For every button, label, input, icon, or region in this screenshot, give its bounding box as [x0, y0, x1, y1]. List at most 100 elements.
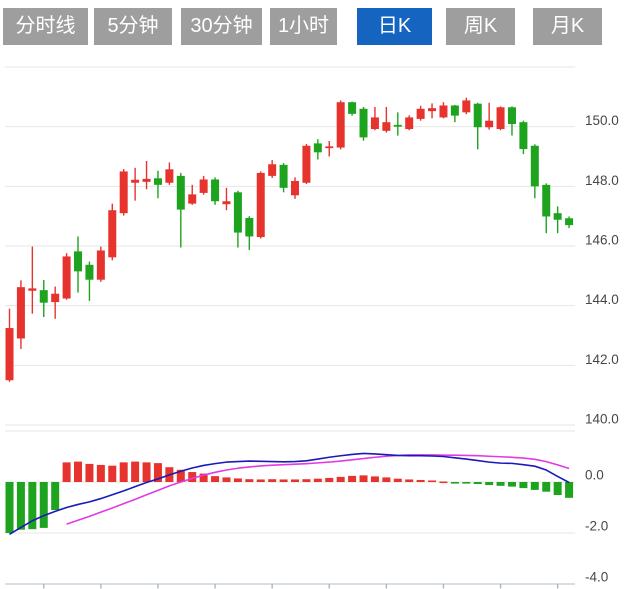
candle[interactable] — [405, 115, 414, 131]
candle[interactable] — [496, 106, 505, 131]
candle-body — [530, 145, 539, 187]
candle[interactable] — [222, 187, 231, 211]
macd-bar — [62, 462, 71, 482]
tab-5min[interactable]: 5分钟 — [94, 8, 172, 45]
candle[interactable] — [165, 162, 174, 185]
candle-body — [268, 164, 277, 176]
candle[interactable] — [16, 280, 25, 349]
macd-bar — [530, 482, 539, 490]
candle[interactable] — [507, 106, 516, 136]
candle[interactable] — [279, 163, 288, 193]
candle[interactable] — [530, 144, 539, 199]
macd-bar — [336, 476, 345, 482]
candle[interactable] — [313, 139, 322, 160]
candle-body — [256, 172, 265, 238]
candle-body — [176, 175, 185, 210]
tab-30min[interactable]: 30分钟 — [181, 8, 262, 45]
candle[interactable] — [439, 102, 448, 119]
candle[interactable] — [542, 183, 551, 234]
candle[interactable] — [428, 103, 437, 119]
candle-body — [279, 164, 288, 188]
macd-bar — [359, 475, 368, 482]
candle[interactable] — [553, 206, 562, 234]
candle[interactable] — [370, 106, 379, 131]
candle[interactable] — [450, 104, 459, 123]
candle[interactable] — [153, 170, 162, 199]
candle-body — [291, 180, 299, 196]
macd-y-axis-label: -4.0 — [585, 570, 608, 585]
candle-body — [153, 178, 162, 185]
tab-monthly-k[interactable]: 月K — [533, 8, 602, 45]
candle[interactable] — [199, 175, 208, 195]
candle[interactable] — [336, 100, 345, 150]
candle[interactable] — [96, 246, 105, 282]
candle-body — [496, 107, 505, 130]
candle[interactable] — [39, 280, 48, 318]
y-axis-label: 150.0 — [585, 113, 619, 128]
candle[interactable] — [325, 140, 334, 157]
candle[interactable] — [519, 120, 528, 155]
candle[interactable] — [291, 177, 299, 199]
candle[interactable] — [28, 246, 37, 314]
macd-bar — [565, 482, 574, 498]
macd-bar — [222, 477, 231, 482]
tab-1hour[interactable]: 1小时 — [270, 8, 337, 45]
candle[interactable] — [62, 253, 71, 300]
candle-body — [211, 179, 220, 202]
candle[interactable] — [131, 167, 140, 201]
macd-bar — [325, 477, 334, 482]
candle[interactable] — [188, 184, 197, 205]
candle[interactable] — [233, 190, 242, 248]
candle-body — [119, 171, 128, 214]
candle-body — [405, 117, 414, 130]
macd-bar — [348, 475, 357, 482]
tab-timeline[interactable]: 分时线 — [3, 8, 88, 45]
macd-bar — [96, 464, 105, 482]
candle[interactable] — [382, 106, 391, 133]
candle[interactable] — [85, 261, 94, 301]
candle[interactable] — [176, 172, 185, 248]
candle[interactable] — [485, 102, 494, 130]
tab-weekly-k[interactable]: 周K — [446, 8, 515, 45]
candle-body — [519, 122, 528, 150]
candle[interactable] — [5, 308, 14, 382]
macd-bar — [382, 477, 391, 482]
candle[interactable] — [245, 216, 254, 250]
candle[interactable] — [416, 105, 425, 121]
candle-body — [439, 105, 448, 118]
macd-bar — [405, 479, 414, 482]
tab-daily-k[interactable]: 日K — [357, 8, 432, 45]
candle[interactable] — [565, 216, 574, 229]
candle[interactable] — [74, 236, 83, 293]
candle-body — [565, 218, 574, 226]
candle-body — [428, 108, 437, 112]
candle[interactable] — [142, 160, 151, 190]
candle[interactable] — [211, 177, 220, 205]
interval-tabbar: 分时线 5分钟 30分钟 1小时 日K 周K 月K — [0, 0, 633, 60]
candle-body — [325, 146, 334, 149]
candle-body — [450, 105, 459, 116]
candle[interactable] — [268, 160, 277, 178]
candle[interactable] — [51, 286, 60, 319]
candle[interactable] — [108, 203, 117, 261]
candle[interactable] — [119, 169, 128, 216]
macd-bar — [119, 462, 128, 482]
candlesticks[interactable] — [5, 97, 574, 382]
candle[interactable] — [348, 101, 357, 116]
candle[interactable] — [393, 112, 402, 136]
candle[interactable] — [256, 171, 265, 239]
candle-body — [28, 288, 37, 291]
candle-body — [51, 293, 60, 303]
candle[interactable] — [359, 106, 368, 141]
macd-bar — [542, 482, 551, 492]
candle-body — [222, 201, 231, 205]
candle[interactable] — [462, 97, 471, 115]
candle[interactable] — [473, 102, 482, 150]
candle-body — [62, 256, 71, 299]
candle-body — [313, 143, 322, 153]
candle-body — [245, 217, 254, 237]
candle-body — [302, 145, 311, 183]
candle[interactable] — [302, 143, 311, 184]
